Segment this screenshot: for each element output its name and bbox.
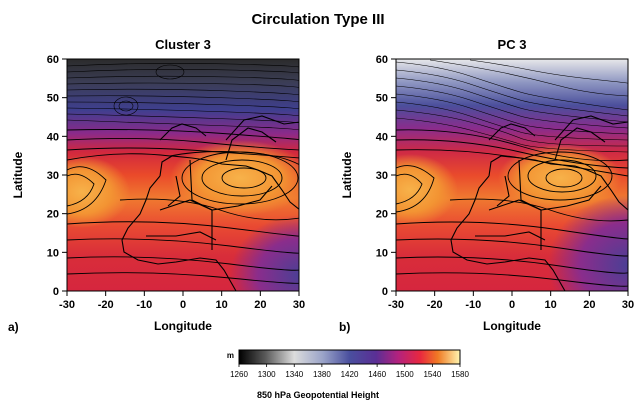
colorbar-tick-label: 1580 [451, 370, 469, 379]
panel-a-ytick-label: 20 [47, 209, 59, 221]
panel-b-ytick-label: 50 [376, 93, 388, 105]
colorbar-tick-label: 1260 [230, 370, 248, 379]
panel-b-ytick-label: 20 [376, 209, 388, 221]
panel-a-ytick-label: 0 [53, 286, 59, 298]
panel-b-xtick-label: 0 [509, 299, 515, 311]
panel-b-ytick-label: 40 [376, 131, 388, 143]
panel-b-axes: -30 -20 -10 0 10 20 30 0 10 20 30 40 50 60 [376, 54, 634, 311]
panel-a-axes: -30 -20 -10 0 10 20 30 0 10 20 30 40 50 60 [47, 54, 305, 311]
panel-b-north-contours [396, 59, 628, 153]
colorbar: m 1260 1300 1340 1380 1420 1460 1500 1540 1580 8… [227, 349, 469, 400]
panel-b-coastlines [450, 115, 628, 291]
panel-a-mid-contours [67, 129, 299, 284]
panel-b-mid-contours [396, 129, 628, 287]
panel-b-xtick-label: -10 [465, 299, 481, 311]
panel-b-map [396, 59, 628, 291]
panel-b-ytick-label: 0 [382, 286, 388, 298]
colorbar-tick-label: 1420 [341, 370, 359, 379]
panel-b-xtick-label: 10 [545, 299, 557, 311]
panel-b: PC 3 [339, 37, 634, 334]
panel-b-ytick-label: 30 [376, 170, 388, 182]
panel-a-high-west [67, 156, 130, 228]
panel-a-subtitle: Cluster 3 [155, 37, 211, 52]
colorbar-tick-label: 1380 [313, 370, 331, 379]
panel-b-xtick-label: -30 [388, 299, 404, 311]
panel-a-xtick-label: 20 [254, 299, 266, 311]
colorbar-ticks: 1260 1300 1340 1380 1420 1460 1500 1540 1580 [230, 364, 469, 379]
panel-a-map [67, 59, 299, 291]
panel-b-xtick-label: 20 [583, 299, 595, 311]
panel-a-ytick-label: 60 [47, 54, 59, 66]
panel-a-coastlines [121, 115, 299, 291]
panel-a-ytick-label: 50 [47, 93, 59, 105]
panel-a-ylabel: Latitude [11, 151, 25, 198]
colorbar-gradient [238, 349, 461, 365]
panel-b-xtick-label: -20 [427, 299, 443, 311]
panel-b-subtitle: PC 3 [498, 37, 527, 52]
figure-title: Circulation Type III [251, 11, 384, 28]
panel-a-xtick-label: -10 [136, 299, 152, 311]
panel-a-xtick-label: 10 [216, 299, 228, 311]
colorbar-unit: m [227, 351, 234, 360]
colorbar-tick-label: 1500 [396, 370, 414, 379]
panel-a-ytick-label: 40 [47, 131, 59, 143]
colorbar-tick-label: 1540 [423, 370, 441, 379]
colorbar-label: 850 hPa Geopotential Height [257, 390, 379, 400]
panel-b-xtick-label: 30 [622, 299, 634, 311]
panel-a-xtick-label: -30 [59, 299, 75, 311]
colorbar-tick-label: 1340 [285, 370, 303, 379]
panel-b-ytick-label: 60 [376, 54, 388, 66]
panel-b-ytick-label: 10 [376, 247, 388, 259]
panel-a-ytick-label: 10 [47, 247, 59, 259]
panel-b-letter: b) [339, 320, 350, 334]
panel-b-ylabel: Latitude [340, 151, 354, 198]
panel-a-low-southeast [230, 215, 299, 291]
panel-a-xlabel: Longitude [154, 319, 212, 333]
panel-a-letter: a) [8, 320, 19, 334]
panel-a-xtick-label: 30 [293, 299, 305, 311]
colorbar-tick-label: 1300 [258, 370, 276, 379]
panel-a-xtick-label: -20 [98, 299, 114, 311]
panel-b-xlabel: Longitude [483, 319, 541, 333]
colorbar-tick-label: 1460 [368, 370, 386, 379]
panel-a-north-contours [67, 63, 299, 131]
panel-a-ytick-label: 30 [47, 170, 59, 182]
panel-a: Cluster 3 [8, 37, 305, 334]
panel-a-xtick-label: 0 [180, 299, 186, 311]
